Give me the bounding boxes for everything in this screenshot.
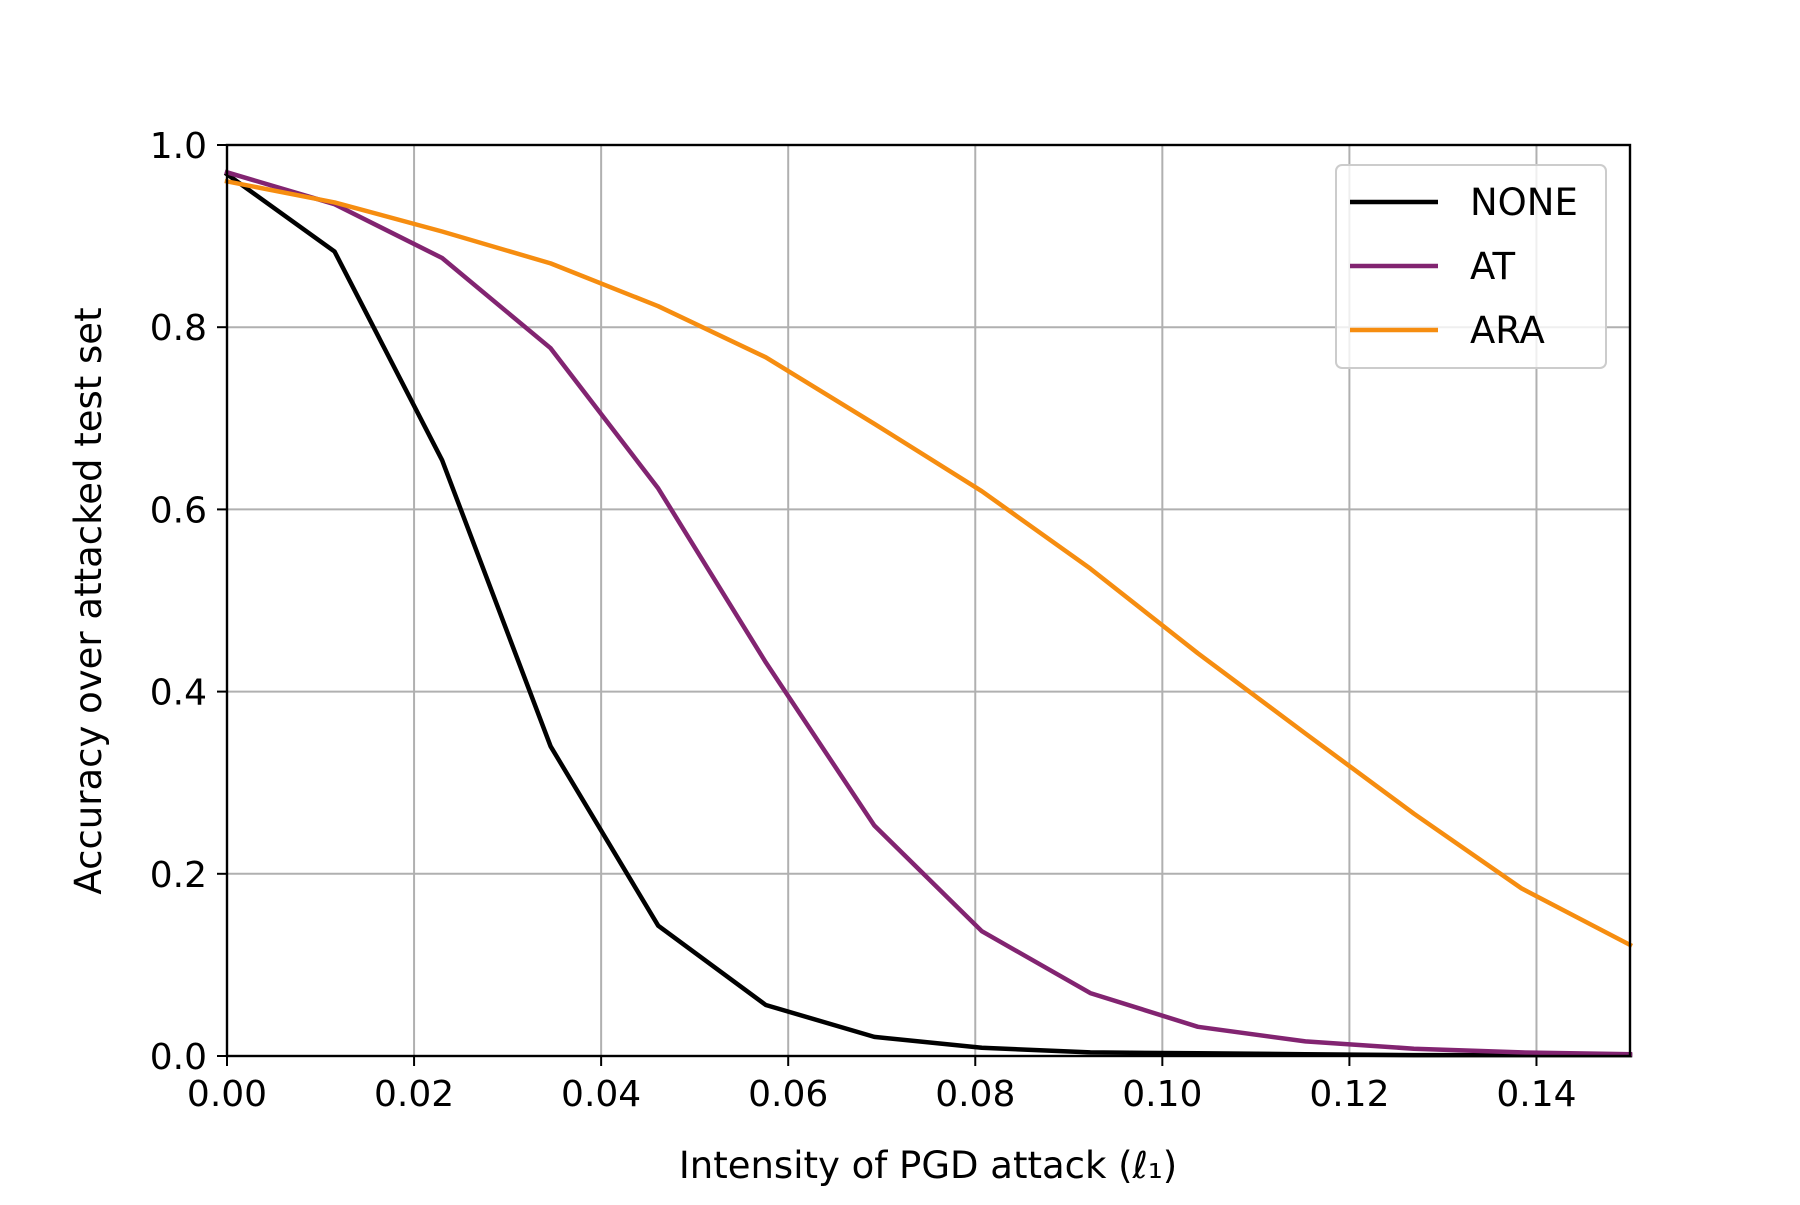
- y-axis-label: Accuracy over attacked test set: [67, 307, 110, 894]
- legend-entries: NONE AT ARA: [1350, 181, 1578, 352]
- x-tick-label: 0.06: [748, 1074, 828, 1115]
- legend-label-at: AT: [1470, 245, 1515, 288]
- legend-label-none: NONE: [1470, 181, 1578, 224]
- series-line-at: [224, 169, 1633, 1057]
- x-tick-label: 0.04: [561, 1074, 641, 1115]
- y-tick-label: 0.4: [150, 673, 207, 714]
- y-tick-label: 0.0: [150, 1037, 207, 1078]
- plot-frame: [225, 143, 1632, 1058]
- y-tick-label: 1.0: [150, 126, 207, 167]
- legend-label-ara: ARA: [1470, 309, 1545, 352]
- x-tick-label: 0.00: [187, 1074, 267, 1115]
- x-axis: 0.00 0.02 0.04 0.06 0.08 0.10 0.12 0.14: [187, 1056, 1577, 1115]
- legend-box: [1335, 164, 1607, 369]
- y-axis: 0.0 0.2 0.4 0.6 0.8 1.0: [150, 126, 227, 1078]
- y-tick-label: 0.2: [150, 855, 207, 896]
- x-tick-label: 0.14: [1496, 1074, 1576, 1115]
- x-tick-label: 0.08: [935, 1074, 1015, 1115]
- x-tick-label: 0.02: [374, 1074, 454, 1115]
- x-axis-label: Intensity of PGD attack (ℓ₁): [679, 1144, 1177, 1187]
- series-line-ara: [224, 178, 1634, 948]
- x-tick-label: 0.12: [1309, 1074, 1389, 1115]
- x-tick-label: 0.10: [1122, 1074, 1202, 1115]
- legend: NONE AT ARA: [1335, 164, 1607, 369]
- y-tick-label: 0.6: [150, 490, 207, 531]
- y-tick-label: 0.8: [150, 308, 207, 349]
